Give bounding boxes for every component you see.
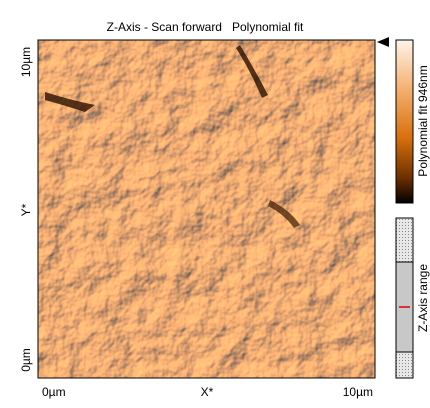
y-bottom-label: 0µm xyxy=(19,348,33,372)
afm-image xyxy=(38,40,375,378)
marker xyxy=(377,37,389,47)
y-top-label: 10µm xyxy=(19,47,33,77)
colorbar xyxy=(396,40,413,203)
y-axis-label: Y* xyxy=(19,203,33,216)
x-left-label: 0µm xyxy=(42,385,66,399)
colorbar-label: Polynomial fit 946nm xyxy=(416,65,430,176)
x-axis-label: X* xyxy=(201,385,214,399)
x-right-label: 10µm xyxy=(343,385,373,399)
range-bar xyxy=(396,218,413,378)
afm-window: Z-Axis - Scan forwardPolynomial fit 10µm… xyxy=(0,0,430,408)
range-label: Z-Axis range xyxy=(416,264,430,332)
